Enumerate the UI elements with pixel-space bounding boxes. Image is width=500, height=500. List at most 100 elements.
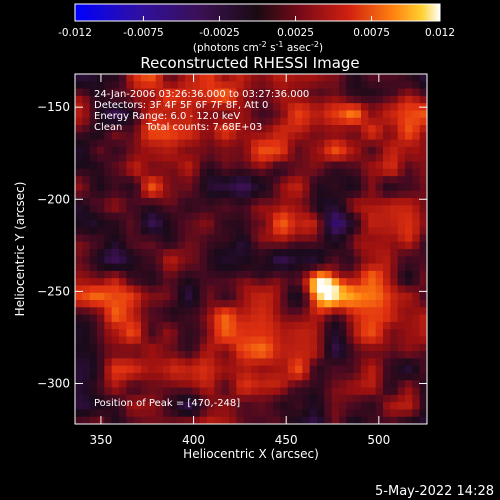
heatmap-pixel [346,321,355,330]
heatmap-pixel [155,416,164,424]
heatmap-pixel [207,365,215,374]
heatmap-pixel [361,314,369,323]
heatmap-pixel [170,351,179,359]
heatmap-pixel [390,351,399,359]
heatmap-pixel [155,358,164,367]
heatmap-pixel [309,110,318,119]
heatmap-pixel [353,394,362,403]
heatmap-pixel [229,278,237,287]
heatmap-pixel [419,292,427,301]
heatmap-pixel [89,183,98,192]
heatmap-pixel [361,74,369,82]
heatmap-pixel [192,416,201,424]
heatmap-pixel [419,132,427,141]
heatmap-pixel [97,292,105,301]
heatmap-pixel [221,212,230,221]
heatmap-pixel [155,212,164,221]
heatmap-pixel [251,74,259,82]
heatmap-pixel [287,285,296,294]
heatmap-pixel [258,81,267,90]
heatmap-pixel [111,234,120,243]
heatmap-pixel [317,394,325,403]
heatmap-pixel [397,125,406,133]
heatmap-pixel [214,197,223,206]
heatmap-pixel [126,183,135,192]
heatmap-pixel [126,139,135,148]
heatmap-pixel [221,372,230,381]
heatmap-pixel [75,402,83,411]
heatmap-pixel [243,300,252,308]
heatmap-pixel [148,365,157,374]
heatmap-pixel [177,256,186,265]
heatmap-pixel [258,227,267,236]
heatmap-pixel [97,351,105,359]
heatmap-pixel [353,205,362,214]
heatmap-pixel [199,372,208,381]
heatmap-pixel [177,190,186,199]
heatmap-pixel [192,321,201,330]
heatmap-pixel [177,176,186,184]
heatmap-pixel [111,372,120,381]
heatmap-pixel [287,197,296,206]
heatmap-pixel [368,74,377,82]
heatmap-pixel [309,249,318,257]
heatmap-pixel [214,321,223,330]
heatmap-pixel [412,125,421,133]
heatmap-pixel [82,168,91,177]
heatmap-pixel [302,358,311,367]
heatmap-pixel [82,256,91,265]
heatmap-pixel [170,321,179,330]
heatmap-pixel [375,219,384,228]
heatmap-pixel [258,190,267,199]
heatmap-pixel [170,278,179,287]
heatmap-pixel [383,219,391,228]
heatmap-pixel [221,321,230,330]
heatmap-pixel [258,74,267,82]
heatmap-pixel [390,161,399,170]
heatmap-pixel [141,125,149,133]
heatmap-pixel [207,300,215,308]
heatmap-pixel [397,394,406,403]
heatmap-pixel [346,234,355,243]
heatmap-pixel [141,256,149,265]
heatmap-pixel [361,227,369,236]
heatmap-pixel [331,300,340,308]
heatmap-pixel [89,95,98,104]
heatmap-pixel [229,300,237,308]
heatmap-pixel [405,139,413,148]
heatmap-pixel [405,343,413,352]
heatmap-pixel [229,103,237,112]
heatmap-pixel [148,256,157,265]
heatmap-pixel [104,307,113,316]
heatmap-pixel [361,234,369,243]
heatmap-pixel [75,190,83,199]
heatmap-pixel [273,351,281,359]
heatmap-pixel [258,387,267,396]
heatmap-pixel [163,365,171,374]
heatmap-pixel [368,278,377,287]
heatmap-pixel [412,95,421,104]
heatmap-pixel [155,372,164,381]
heatmap-pixel [221,285,230,294]
heatmap-pixel [265,95,274,104]
heatmap-pixel [368,365,377,374]
heatmap-pixel [214,292,223,301]
heatmap-pixel [295,234,303,243]
heatmap-pixel [207,249,215,257]
heatmap-pixel [148,132,157,141]
heatmap-pixel [383,81,391,90]
heatmap-pixel [119,110,127,119]
heatmap-pixel [317,307,325,316]
heatmap-pixel [346,307,355,316]
heatmap-pixel [104,205,113,214]
heatmap-pixel [229,285,237,294]
heatmap-pixel [383,110,391,119]
heatmap-pixel [97,190,105,199]
heatmap-pixel [141,329,149,338]
heatmap-pixel [177,183,186,192]
heatmap-pixel [185,402,193,411]
heatmap-pixel [214,117,223,126]
heatmap-pixel [265,168,274,177]
heatmap-pixel [331,314,340,323]
heatmap-pixel [126,365,135,374]
